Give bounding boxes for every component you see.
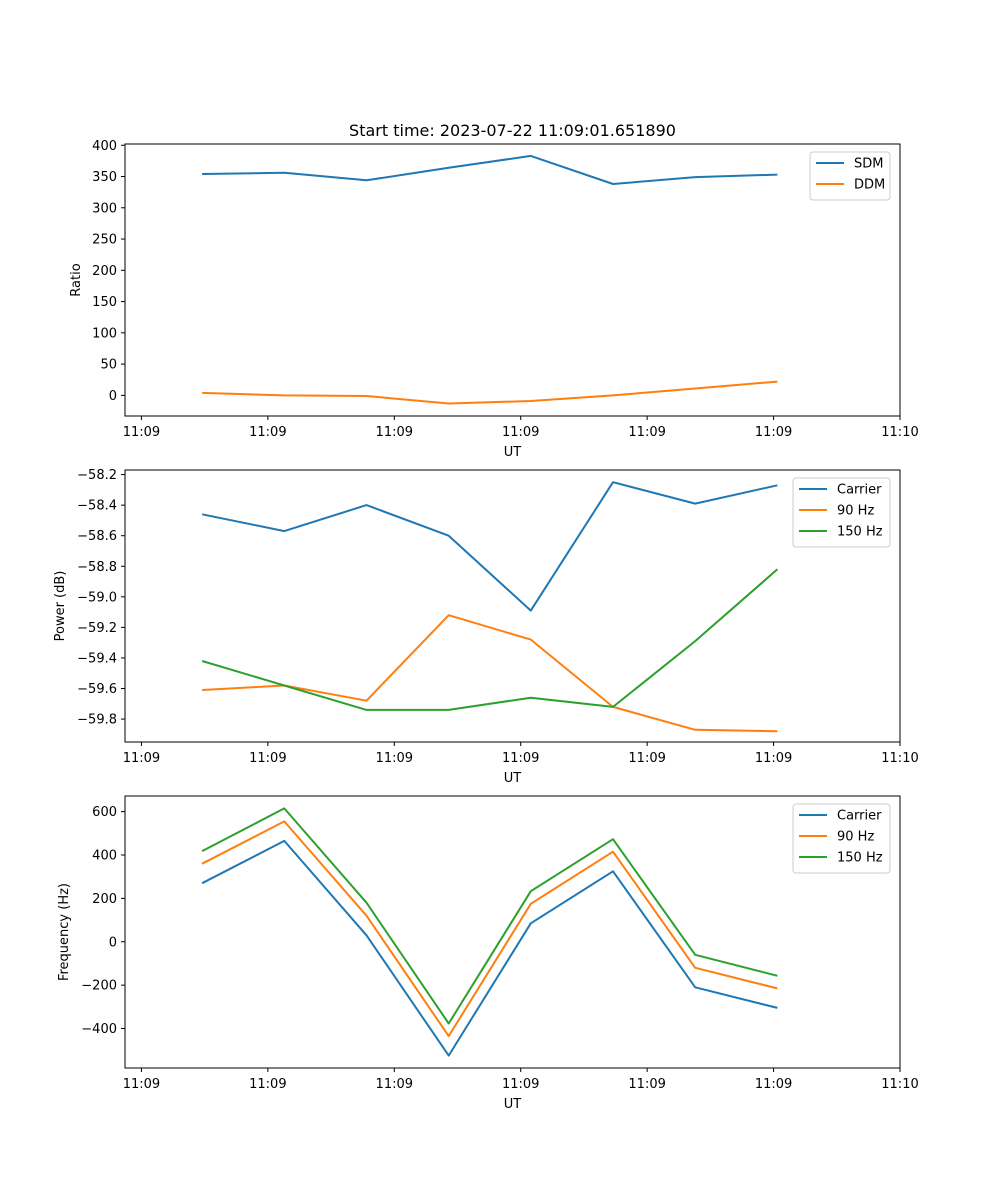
x-tick-label: 11:09	[123, 1077, 160, 1092]
x-tick-label: 11:09	[628, 1077, 665, 1092]
series-line-carrier	[201, 839, 778, 1057]
x-tick-label: 11:09	[502, 1077, 539, 1092]
x-tick-label: 11:10	[881, 425, 918, 440]
y-axis-label: Ratio	[69, 263, 84, 296]
x-axis-label: UT	[504, 445, 522, 460]
legend-label: DDM	[854, 178, 885, 193]
plot-frame	[124, 143, 901, 417]
legend-label: 90 Hz	[837, 504, 874, 519]
x-tick-label: 11:09	[628, 751, 665, 766]
x-axis-label: UT	[504, 771, 522, 786]
y-tick-label: 400	[92, 139, 117, 154]
y-tick-label: −59.0	[77, 590, 117, 605]
y-tick-label: −58.2	[77, 468, 117, 483]
y-axis-label: Frequency (Hz)	[57, 883, 72, 981]
x-tick-label: 11:10	[881, 751, 918, 766]
y-tick-label: −59.8	[77, 713, 117, 728]
x-tick-label: 11:09	[502, 751, 539, 766]
x-tick-label: 11:09	[376, 425, 413, 440]
y-axis-label: Power (dB)	[53, 571, 68, 642]
y-tick-label: 250	[92, 233, 117, 248]
x-tick-label: 11:09	[249, 425, 286, 440]
x-tick-label: 11:09	[376, 751, 413, 766]
y-tick-label: 200	[92, 892, 117, 907]
x-tick-label: 11:09	[502, 425, 539, 440]
legend-label: Carrier	[837, 809, 882, 824]
y-tick-label: 100	[92, 326, 117, 341]
legend: Carrier 90 Hz 150 Hz	[792, 477, 891, 548]
y-tick-label: 200	[92, 264, 117, 279]
y-tick-label: 0	[109, 935, 117, 950]
x-tick-label: 11:09	[123, 751, 160, 766]
y-tick-label: 600	[92, 805, 117, 820]
legend-label: 90 Hz	[837, 830, 874, 845]
y-tick-label: −59.2	[77, 621, 117, 636]
y-tick-label: 0	[109, 389, 117, 404]
y-tick-label: −58.4	[77, 499, 117, 514]
y-tick-label: −400	[81, 1022, 117, 1037]
chart-panel-2: 11:09 11:09 11:09 11:09 11:09 11:09 11:10 −59.8…	[53, 468, 919, 786]
y-tick-label: −59.4	[77, 651, 117, 666]
chart-panel-1: 11:09 11:09 11:09 11:09 11:09 11:09 11:10 0 50 10…	[69, 139, 919, 460]
series-line-90-hz	[201, 820, 778, 1038]
x-tick-label: 11:09	[755, 425, 792, 440]
legend-box	[792, 477, 891, 548]
y-tick-label: 400	[92, 848, 117, 863]
series-line-carrier	[201, 481, 778, 612]
panels: 11:09 11:09 11:09 11:09 11:09 11:09 11:10 0 50 10…	[53, 139, 919, 1112]
y-tick-label: 150	[92, 295, 117, 310]
x-axis-label: UT	[504, 1097, 522, 1112]
legend-label: SDM	[854, 157, 883, 172]
y-tick-label: −200	[81, 979, 117, 994]
y-tick-label: −58.6	[77, 529, 117, 544]
legend-label: 150 Hz	[837, 525, 883, 540]
x-tick-label: 11:09	[755, 751, 792, 766]
y-tick-label: 350	[92, 170, 117, 185]
chart-panel-3: 11:09 11:09 11:09 11:09 11:09 11:09 11:10 −400 −…	[57, 795, 919, 1112]
x-tick-label: 11:09	[249, 1077, 286, 1092]
x-tick-label: 11:09	[628, 425, 665, 440]
y-tick-label: −58.8	[77, 560, 117, 575]
series-line-90-hz	[202, 614, 778, 733]
plot-frame	[124, 469, 901, 743]
legend-label: Carrier	[837, 483, 882, 498]
series-line-150-hz	[201, 807, 778, 1025]
series-line-ddm	[202, 380, 778, 405]
series-line-sdm	[202, 154, 778, 185]
legend: Carrier 90 Hz 150 Hz	[792, 803, 891, 874]
x-tick-label: 11:10	[881, 1077, 918, 1092]
x-tick-label: 11:09	[123, 425, 160, 440]
figure-title: Start time: 2023-07-22 11:09:01.651890	[349, 121, 676, 140]
y-tick-label: 300	[92, 201, 117, 216]
legend-box	[792, 803, 891, 874]
legend: SDM DDM	[809, 151, 891, 201]
x-tick-label: 11:09	[376, 1077, 413, 1092]
x-tick-label: 11:09	[249, 751, 286, 766]
y-tick-label: 50	[100, 358, 117, 373]
legend-label: 150 Hz	[837, 851, 883, 866]
y-tick-label: −59.6	[77, 682, 117, 697]
series-line-150-hz	[201, 568, 779, 711]
x-tick-label: 11:09	[755, 1077, 792, 1092]
